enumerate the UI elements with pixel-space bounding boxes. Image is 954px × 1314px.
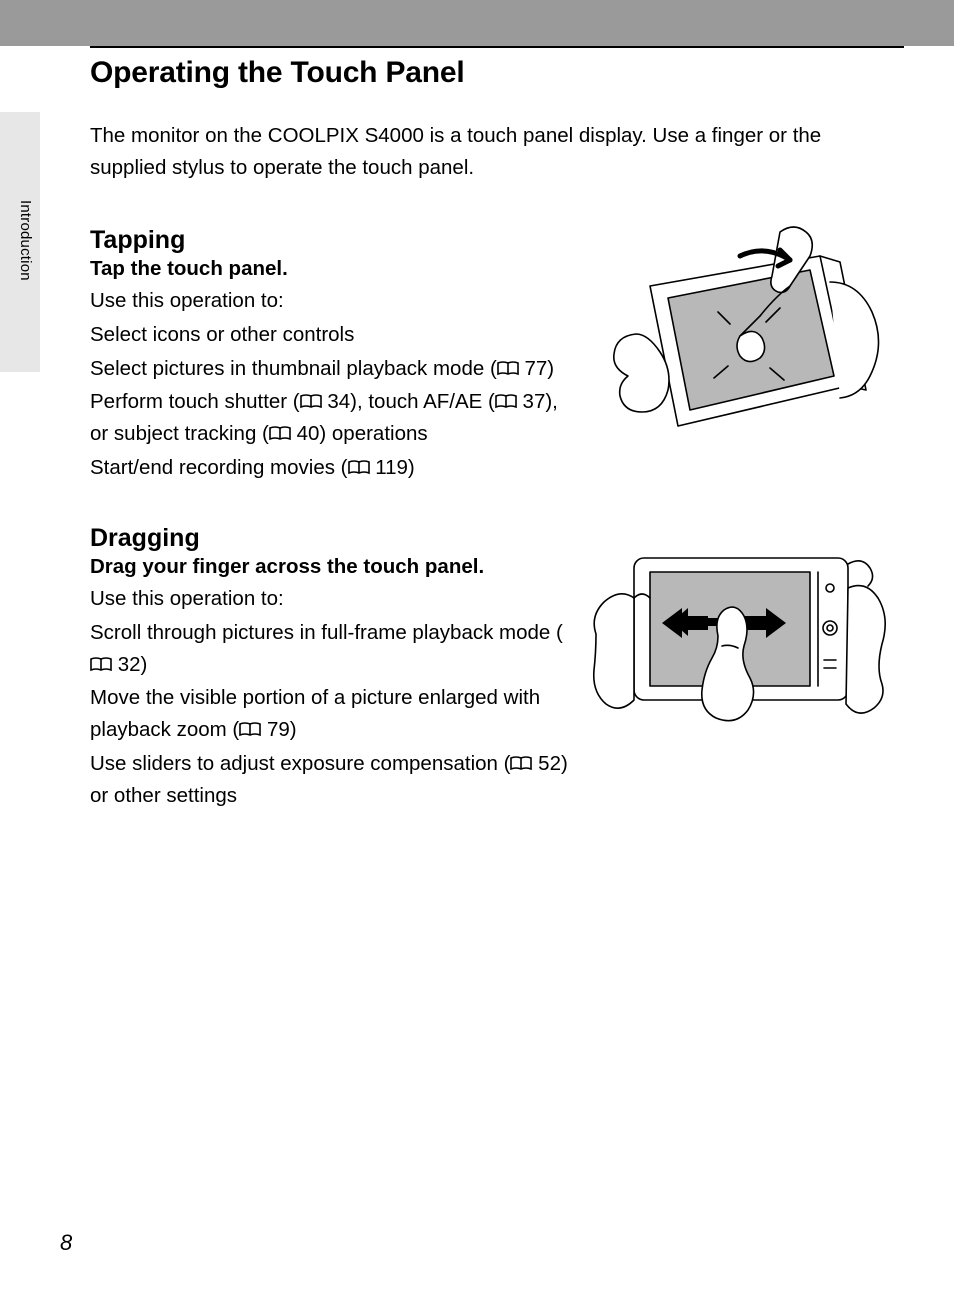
dragging-item-2: Move the visible portion of a picture en…	[90, 682, 570, 746]
page-ref-icon	[90, 657, 112, 672]
tapping-item-2: Select pictures in thumbnail playback mo…	[90, 353, 570, 385]
page-ref-icon	[269, 426, 291, 441]
illustration-dragging	[590, 528, 886, 738]
section-dragging: Dragging Drag your finger across the tou…	[90, 524, 570, 813]
page-ref-icon	[239, 722, 261, 737]
tapping-item-4: Start/end recording movies ( 119)	[90, 452, 570, 484]
tapping-heading: Tapping	[90, 226, 570, 255]
dragging-item-1: Scroll through pictures in full-frame pl…	[90, 617, 570, 681]
section-tapping: Tapping Tap the touch panel. Use this op…	[90, 226, 570, 486]
tapping-lead: Use this operation to:	[90, 285, 570, 317]
dragging-heading: Dragging	[90, 524, 570, 553]
dragging-item-3: Use sliders to adjust exposure compensat…	[90, 748, 570, 812]
page-ref-icon	[300, 394, 322, 409]
illustration-tapping	[590, 226, 886, 454]
section-label: Introduction	[17, 200, 34, 281]
intro-paragraph: The monitor on the COOLPIX S4000 is a to…	[90, 120, 900, 184]
tapping-subheading: Tap the touch panel.	[90, 257, 570, 281]
tapping-item-1: Select icons or other controls	[90, 319, 570, 351]
page-ref-icon	[510, 756, 532, 771]
page-title: Operating the Touch Panel	[90, 56, 464, 90]
dragging-subheading: Drag your finger across the touch panel.	[90, 555, 570, 579]
tapping-item-3: Perform touch shutter ( 34), touch AF/AE…	[90, 386, 570, 450]
page-ref-icon	[495, 394, 517, 409]
page-number: 8	[60, 1230, 72, 1256]
page-ref-icon	[497, 361, 519, 376]
dragging-lead: Use this operation to:	[90, 583, 570, 615]
page-ref-icon	[348, 460, 370, 475]
